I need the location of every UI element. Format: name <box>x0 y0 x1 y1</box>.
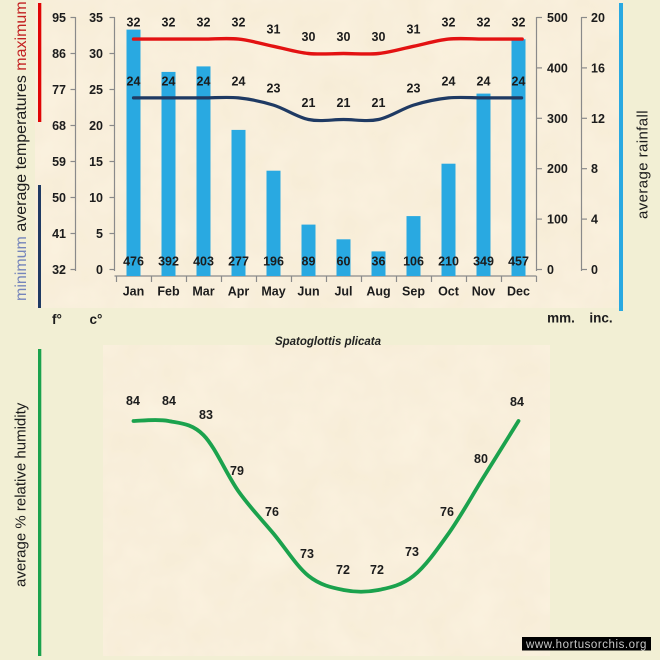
svg-text:35: 35 <box>89 11 103 25</box>
svg-text:32: 32 <box>52 263 66 277</box>
svg-text:403: 403 <box>193 255 214 269</box>
svg-text:210: 210 <box>438 255 459 269</box>
svg-text:32: 32 <box>127 16 141 30</box>
svg-text:Spatoglottis plicata: Spatoglottis plicata <box>275 336 382 348</box>
svg-text:21: 21 <box>337 96 351 110</box>
svg-text:minimum average temperatures m: minimum average temperatures maximum <box>13 1 30 301</box>
svg-text:68: 68 <box>52 119 66 133</box>
svg-text:32: 32 <box>197 16 211 30</box>
svg-text:0: 0 <box>547 263 554 277</box>
svg-text:76: 76 <box>440 505 454 519</box>
svg-text:0: 0 <box>591 263 598 277</box>
svg-text:20: 20 <box>89 119 103 133</box>
svg-text:4: 4 <box>591 213 598 227</box>
svg-text:476: 476 <box>123 255 144 269</box>
svg-text:Jan: Jan <box>123 285 145 299</box>
svg-text:84: 84 <box>126 394 140 408</box>
svg-text:196: 196 <box>263 255 284 269</box>
svg-text:200: 200 <box>547 162 568 176</box>
svg-text:32: 32 <box>232 16 246 30</box>
svg-text:31: 31 <box>267 23 281 37</box>
svg-text:500: 500 <box>547 11 568 25</box>
svg-text:30: 30 <box>372 30 386 44</box>
svg-text:30: 30 <box>89 47 103 61</box>
svg-text:400: 400 <box>547 61 568 75</box>
svg-text:23: 23 <box>407 82 421 96</box>
svg-text:average % relative humidity: average % relative humidity <box>13 402 30 587</box>
svg-text:20: 20 <box>591 11 605 25</box>
svg-text:392: 392 <box>158 255 179 269</box>
svg-text:21: 21 <box>372 96 386 110</box>
svg-text:84: 84 <box>162 394 176 408</box>
svg-text:25: 25 <box>89 83 103 97</box>
svg-text:mm.: mm. <box>547 311 575 326</box>
svg-text:95: 95 <box>52 11 66 25</box>
svg-text:Mar: Mar <box>192 285 214 299</box>
svg-text:59: 59 <box>52 155 66 169</box>
svg-text:73: 73 <box>300 547 314 561</box>
svg-text:0: 0 <box>96 263 103 277</box>
svg-text:77: 77 <box>52 83 66 97</box>
svg-text:15: 15 <box>89 155 103 169</box>
svg-text:86: 86 <box>52 47 66 61</box>
svg-text:Sep: Sep <box>402 285 425 299</box>
svg-text:36: 36 <box>372 255 386 269</box>
svg-text:60: 60 <box>337 255 351 269</box>
svg-text:Jun: Jun <box>297 285 319 299</box>
svg-text:21: 21 <box>302 96 316 110</box>
svg-text:72: 72 <box>370 563 384 577</box>
svg-text:Feb: Feb <box>157 285 180 299</box>
svg-text:f°: f° <box>52 312 62 327</box>
svg-text:24: 24 <box>127 74 141 88</box>
svg-text:73: 73 <box>405 545 419 559</box>
svg-text:Oct: Oct <box>438 285 460 299</box>
svg-text:8: 8 <box>591 162 598 176</box>
svg-text:24: 24 <box>477 74 491 88</box>
svg-text:c°: c° <box>90 312 103 327</box>
svg-text:12: 12 <box>591 112 605 126</box>
svg-text:80: 80 <box>474 452 488 466</box>
svg-text:106: 106 <box>403 255 424 269</box>
svg-text:16: 16 <box>591 61 605 75</box>
svg-text:79: 79 <box>230 464 244 478</box>
svg-text:300: 300 <box>547 112 568 126</box>
svg-text:inc.: inc. <box>589 311 612 326</box>
svg-text:457: 457 <box>508 255 529 269</box>
svg-text:May: May <box>261 285 285 299</box>
svg-text:Apr: Apr <box>228 285 250 299</box>
svg-text:31: 31 <box>407 23 421 37</box>
svg-text:Dec: Dec <box>507 285 530 299</box>
svg-text:30: 30 <box>337 30 351 44</box>
svg-text:24: 24 <box>442 74 456 88</box>
svg-text:41: 41 <box>52 227 66 241</box>
svg-text:76: 76 <box>265 505 279 519</box>
svg-text:24: 24 <box>197 74 211 88</box>
svg-text:349: 349 <box>473 255 494 269</box>
svg-text:72: 72 <box>336 563 350 577</box>
svg-text:50: 50 <box>52 191 66 205</box>
svg-text:24: 24 <box>162 74 176 88</box>
svg-text:277: 277 <box>228 255 249 269</box>
svg-text:5: 5 <box>96 227 103 241</box>
svg-text:10: 10 <box>89 191 103 205</box>
svg-text:Nov: Nov <box>472 285 496 299</box>
svg-text:32: 32 <box>162 16 176 30</box>
svg-text:89: 89 <box>302 255 316 269</box>
svg-text:32: 32 <box>512 16 526 30</box>
svg-text:Jul: Jul <box>334 285 352 299</box>
svg-text:83: 83 <box>199 408 213 422</box>
svg-text:32: 32 <box>477 16 491 30</box>
svg-text:32: 32 <box>442 16 456 30</box>
svg-text:30: 30 <box>302 30 316 44</box>
svg-text:100: 100 <box>547 213 568 227</box>
svg-text:www.hortusorchis.org: www.hortusorchis.org <box>525 639 647 651</box>
svg-text:23: 23 <box>267 82 281 96</box>
svg-text:84: 84 <box>510 395 524 409</box>
svg-text:average rainfall: average rainfall <box>635 110 652 219</box>
svg-text:24: 24 <box>512 74 526 88</box>
svg-text:24: 24 <box>232 74 246 88</box>
svg-text:Aug: Aug <box>366 285 390 299</box>
